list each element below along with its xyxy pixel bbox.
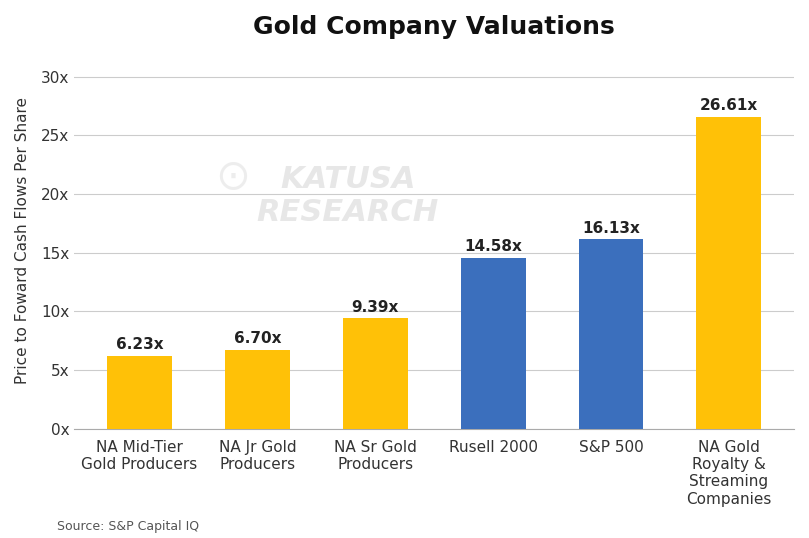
Bar	[343, 318, 408, 429]
Text: 16.13x: 16.13x	[582, 221, 640, 236]
Text: KATUSA
RESEARCH: KATUSA RESEARCH	[256, 165, 439, 227]
Bar	[697, 117, 761, 429]
Text: 14.58x: 14.58x	[464, 239, 522, 254]
Text: 6.70x: 6.70x	[234, 331, 281, 346]
Bar	[225, 350, 290, 429]
Text: Source: S&P Capital IQ: Source: S&P Capital IQ	[57, 520, 199, 533]
Text: 26.61x: 26.61x	[700, 98, 758, 113]
Bar	[107, 356, 172, 429]
Text: 9.39x: 9.39x	[352, 300, 399, 315]
Bar	[578, 239, 643, 429]
Bar	[460, 258, 526, 429]
Text: 6.23x: 6.23x	[116, 337, 163, 352]
Text: ⊙: ⊙	[215, 156, 250, 198]
Title: Gold Company Valuations: Gold Company Valuations	[253, 15, 615, 39]
Y-axis label: Price to Foward Cash Flows Per Share: Price to Foward Cash Flows Per Share	[15, 97, 30, 385]
